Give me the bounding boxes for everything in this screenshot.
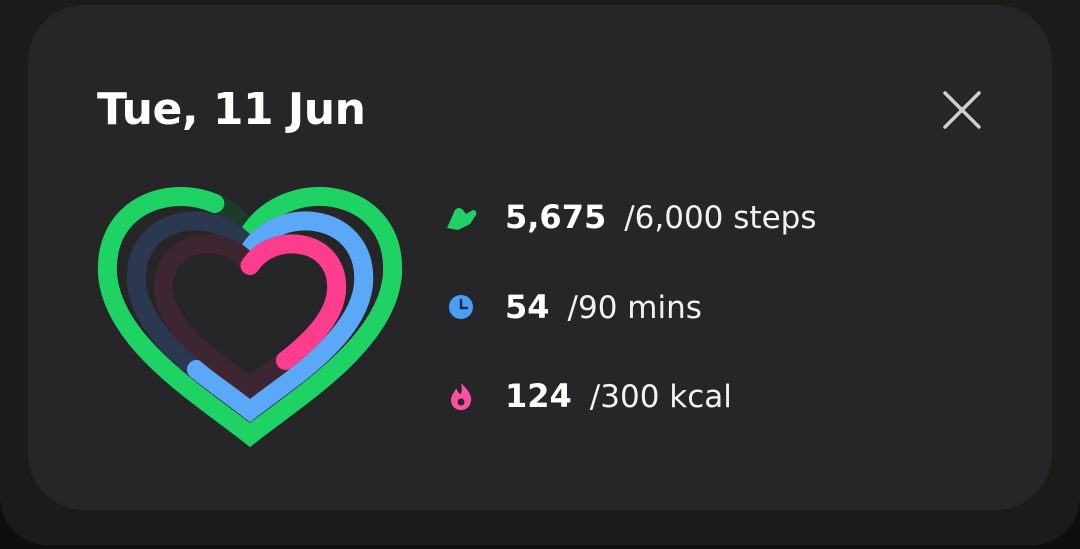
steps-row: 5,675 /6,000 steps [505,198,816,236]
activity-card [28,5,1052,510]
active-time-row: 54 /90 mins [505,288,702,326]
date-title: Tue, 11 Jun [97,84,366,135]
ring-progress [127,211,373,423]
steps-icon [447,208,477,230]
calories-row: 124 /300 kcal [505,377,732,415]
ring-progress [154,234,346,400]
close-button[interactable] [943,91,981,129]
clock-icon [449,295,473,319]
flame-icon [451,383,472,410]
steps-value: 5,675 [505,198,607,236]
steps-goal: /6,000 steps [624,200,817,236]
calories-goal: /300 kcal [589,379,732,415]
time-goal: /90 mins [567,290,702,326]
calories-value: 124 [505,377,572,415]
ring-progress [98,187,402,448]
activity-rings [98,187,402,448]
time-value: 54 [505,288,550,326]
